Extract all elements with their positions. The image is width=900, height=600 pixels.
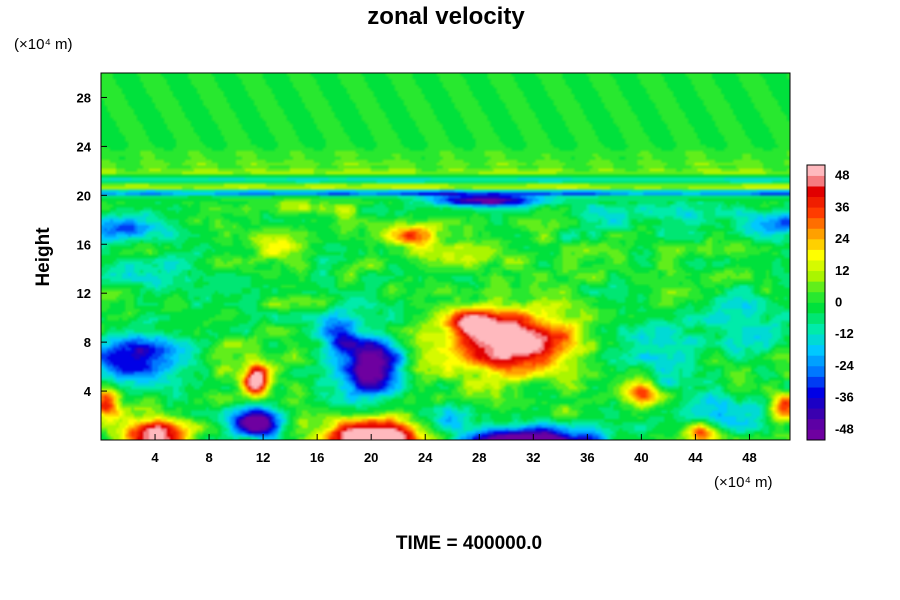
colorbar-swatch: [807, 365, 825, 377]
x-tick-label: 36: [580, 450, 594, 465]
colorbar-tick-label: 36: [835, 199, 849, 214]
colorbar-swatch: [807, 334, 825, 346]
colorbar-frame: [806, 164, 826, 441]
x-tick-label: 12: [256, 450, 270, 465]
x-tick-label: 8: [205, 450, 212, 465]
colorbar-swatch: [807, 376, 825, 388]
colorbar-tick-label: -12: [835, 326, 854, 341]
colorbar-swatch: [807, 323, 825, 335]
y-tick-label: 12: [77, 286, 91, 301]
colorbar: 48 36 24 12 0 -12 -24 -36 -48: [806, 164, 855, 441]
x-tick-label: 32: [526, 450, 540, 465]
colorbar-tick-label: 24: [835, 231, 850, 246]
colorbar-tick-label: 0: [835, 295, 842, 310]
colorbar-swatch: [807, 186, 825, 198]
colorbar-tick-label: 12: [835, 263, 849, 278]
y-tick-label: 20: [77, 188, 91, 203]
x-tick-label: 40: [634, 450, 648, 465]
colorbar-swatch: [807, 355, 825, 367]
colorbar-swatch: [807, 260, 825, 272]
y-axis-label: Height: [33, 227, 54, 287]
colorbar-swatch: [807, 217, 825, 229]
colorbar-tick-label: 48: [835, 168, 849, 183]
x-tick-label: 28: [472, 450, 486, 465]
colorbar-tick-label: -48: [835, 421, 854, 436]
colorbar-swatch: [807, 249, 825, 261]
y-tick-label: 8: [84, 335, 91, 350]
colorbar-swatch: [807, 291, 825, 303]
y-tick-label: 4: [84, 384, 92, 399]
time-label: TIME = 400000.0: [396, 533, 542, 554]
x-tick-label: 16: [310, 450, 324, 465]
colorbar-swatch: [807, 302, 825, 314]
colorbar-swatch: [807, 175, 825, 187]
x-tick-label: 24: [418, 450, 433, 465]
x-tick-label: 20: [364, 450, 378, 465]
x-tick-label: 4: [151, 450, 159, 465]
colorbar-swatch: [807, 397, 825, 409]
y-tick-label: 28: [77, 90, 91, 105]
plot-frame: [100, 72, 791, 441]
y-axis-ticks: 4 8 12 16 20 24 28: [77, 90, 107, 399]
plot-area: [100, 72, 791, 441]
colorbar-swatch: [807, 344, 825, 356]
colorbar-swatch: [807, 196, 825, 208]
colorbar-swatch: [807, 239, 825, 250]
chart-title: zonal velocity: [367, 3, 525, 30]
y-tick-label: 24: [77, 139, 92, 154]
colorbar-tick-label: -24: [835, 358, 855, 373]
colorbar-swatch: [807, 270, 825, 282]
y-tick-label: 16: [77, 237, 91, 252]
x-axis-ticks: 4 8 12 16 20 24 28 32 36 40 44 48: [151, 434, 757, 465]
x-axis-unit: (×10⁴ m): [714, 474, 773, 491]
colorbar-swatch: [807, 228, 825, 240]
colorbar-swatch: [807, 313, 825, 324]
colorbar-swatch: [807, 429, 825, 441]
colorbar-tick-label: -36: [835, 390, 854, 405]
colorbar-swatch: [807, 408, 825, 420]
colorbar-swatch: [807, 418, 825, 430]
x-tick-label: 48: [742, 450, 756, 465]
colorbar-swatch: [807, 165, 825, 176]
x-tick-label: 44: [688, 450, 703, 465]
colorbar-swatch: [807, 207, 825, 219]
colorbar-swatch: [807, 281, 825, 293]
y-axis-unit: (×10⁴ m): [14, 36, 73, 53]
colorbar-swatch: [807, 387, 825, 398]
heatmap-field: [101, 73, 790, 440]
